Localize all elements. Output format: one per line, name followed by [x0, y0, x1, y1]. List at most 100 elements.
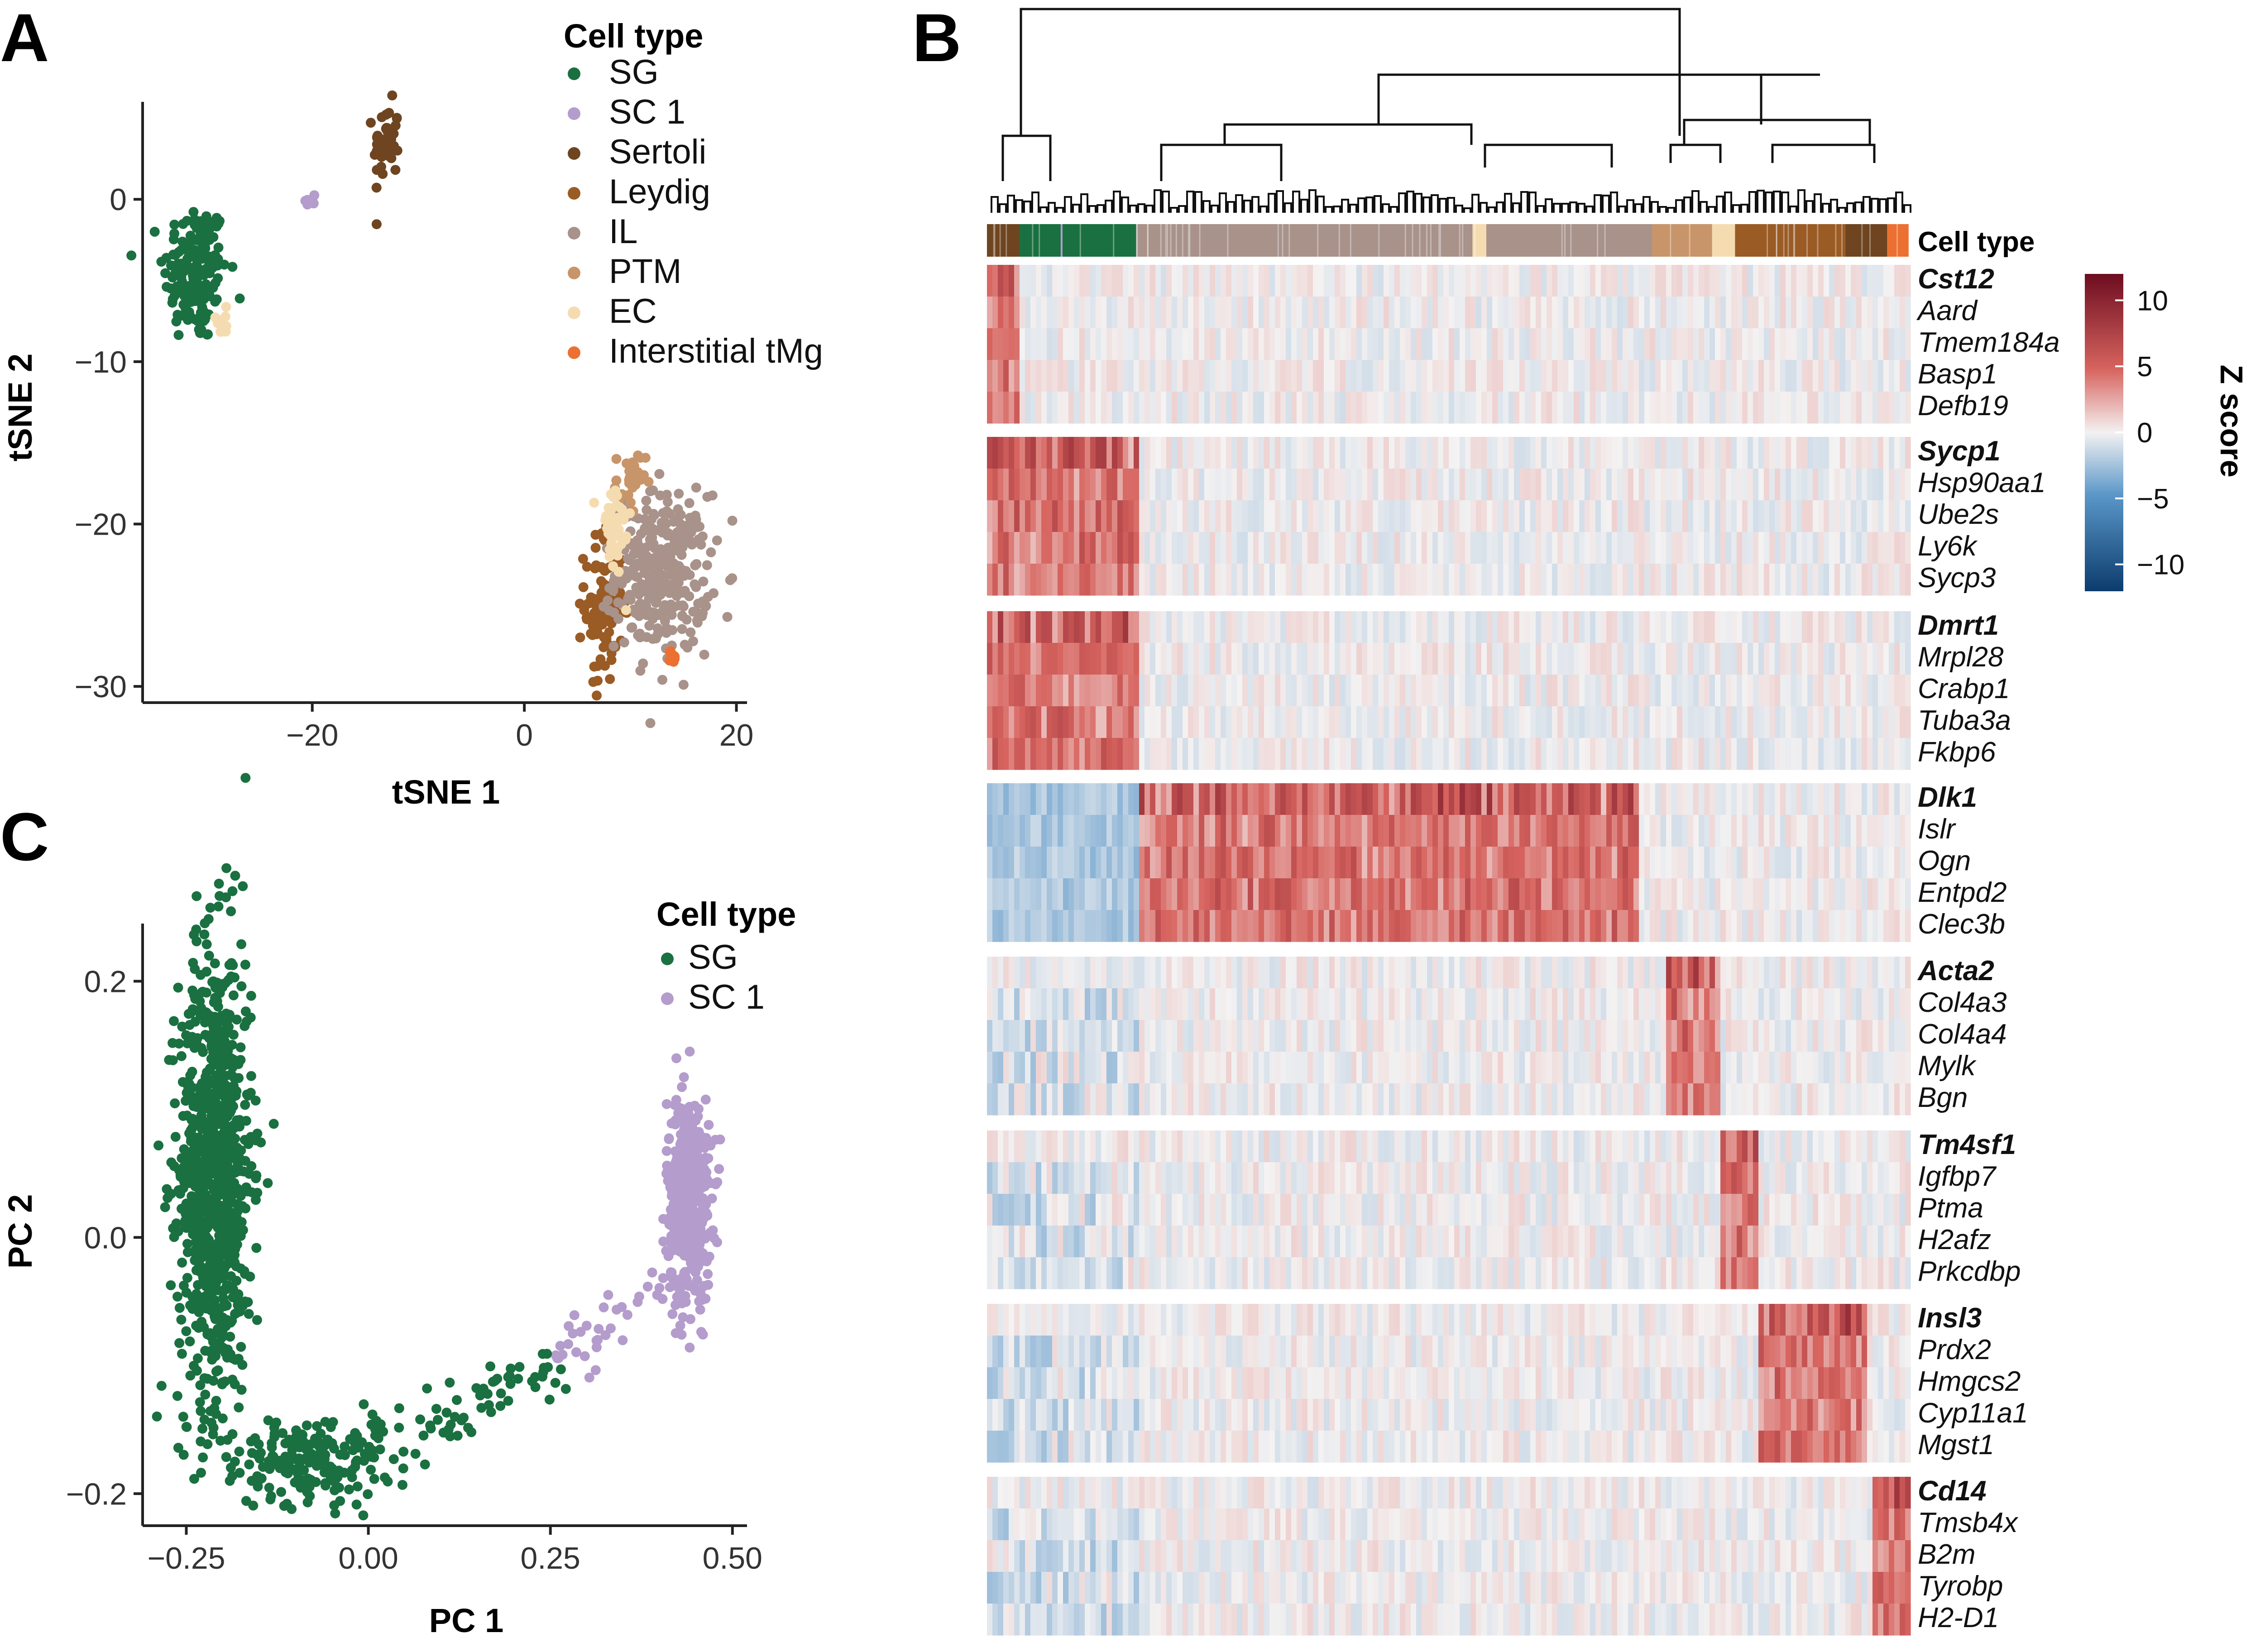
heatmap-cell — [1394, 738, 1400, 770]
heatmap-cell — [1780, 847, 1786, 879]
heatmap-cell — [1329, 265, 1335, 297]
heatmap-cell — [1389, 1052, 1395, 1084]
dendrogram-leaf — [1569, 201, 1577, 213]
heatmap-cell — [1742, 738, 1748, 770]
heatmap-cell — [1824, 815, 1829, 847]
heatmap-cell — [1764, 392, 1770, 424]
heatmap-cell — [1427, 564, 1433, 596]
dendrogram-leaf — [1895, 192, 1903, 213]
dendrogram-leaf — [1496, 201, 1504, 213]
heatmap-cell — [1731, 265, 1737, 297]
heatmap-cell — [1492, 437, 1498, 469]
heatmap-cell — [1394, 564, 1400, 596]
heatmap-cell — [1134, 878, 1140, 910]
heatmap-cell — [1416, 878, 1422, 910]
heatmap-cell — [1791, 469, 1797, 501]
heatmap-cell — [1030, 564, 1036, 596]
heatmap-cell — [1422, 1020, 1427, 1052]
heatmap-cell — [1025, 675, 1031, 707]
heatmap-cell — [1590, 1020, 1596, 1052]
heatmap-cell — [1590, 265, 1596, 297]
heatmap-cell — [1183, 328, 1188, 360]
heatmap-cell — [1872, 910, 1878, 942]
heatmap-cell — [1612, 328, 1618, 360]
heatmap-cell — [1400, 500, 1406, 532]
heatmap-cell — [1704, 847, 1710, 879]
dendrogram-leaf — [1716, 196, 1724, 213]
heatmap-cell — [1867, 643, 1873, 675]
heatmap-cell — [1329, 988, 1335, 1020]
tsne-x-tick-label: 20 — [719, 718, 754, 752]
heatmap-cell — [1438, 564, 1444, 596]
heatmap-cell — [1373, 611, 1379, 643]
heatmap-cell — [1009, 1052, 1015, 1084]
heatmap-cell — [1878, 643, 1884, 675]
dendrogram-branch — [1377, 73, 1762, 124]
heatmap-cell — [1824, 564, 1829, 596]
heatmap-cell — [1862, 611, 1868, 643]
heatmap-cell — [1302, 878, 1308, 910]
heatmap-cell — [1003, 675, 1009, 707]
heatmap-cell — [1530, 910, 1536, 942]
heatmap-cell — [1894, 847, 1900, 879]
heatmap-cell — [1856, 738, 1862, 770]
tsne-point — [628, 549, 639, 560]
annotation-stripe — [1861, 224, 1863, 257]
heatmap-cell — [1498, 265, 1504, 297]
heatmap-cell — [1883, 910, 1889, 942]
heatmap-cell — [1541, 500, 1547, 532]
heatmap-cell — [1476, 878, 1482, 910]
heatmap-cell — [1068, 783, 1074, 815]
heatmap-cell — [1720, 392, 1726, 424]
heatmap-cell — [1715, 988, 1721, 1020]
heatmap-cell — [1362, 328, 1368, 360]
heatmap-cell — [1802, 564, 1808, 596]
heatmap-cell — [1009, 738, 1015, 770]
heatmap-cell — [1183, 847, 1188, 879]
heatmap-cell — [1617, 878, 1623, 910]
heatmap-cell — [1259, 783, 1264, 815]
heatmap-cell — [1123, 297, 1129, 329]
heatmap-cell — [1769, 783, 1775, 815]
heatmap-cell — [1465, 532, 1471, 564]
heatmap-cell — [1601, 437, 1607, 469]
heatmap-cell — [1199, 392, 1205, 424]
heatmap-cell — [1438, 675, 1444, 707]
heatmap-cell — [1454, 392, 1460, 424]
heatmap-cell — [1286, 532, 1292, 564]
heatmap-cell — [1384, 611, 1389, 643]
heatmap-cell — [1498, 532, 1504, 564]
heatmap-cell — [1454, 643, 1460, 675]
heatmap-cell — [1487, 1020, 1493, 1052]
heatmap-cell — [1128, 532, 1134, 564]
heatmap-cell — [1807, 500, 1813, 532]
heatmap-cell — [1693, 437, 1699, 469]
heatmap-cell — [1753, 500, 1759, 532]
heatmap-cell — [1460, 1052, 1465, 1084]
heatmap-cell — [1378, 1020, 1384, 1052]
heatmap-cell — [1802, 1020, 1808, 1052]
heatmap-cell — [1242, 611, 1248, 643]
heatmap-cell — [1818, 392, 1824, 424]
heatmap-cell — [1878, 265, 1884, 297]
heatmap-cell — [1628, 611, 1634, 643]
heatmap-cell — [1644, 564, 1650, 596]
heatmap-cell — [1568, 783, 1574, 815]
heatmap-cell — [1335, 706, 1341, 738]
heatmap-cell — [1346, 815, 1351, 847]
heatmap-cell — [1101, 437, 1107, 469]
heatmap-cell — [1346, 564, 1351, 596]
heatmap-cell — [1101, 297, 1107, 329]
heatmap-cell — [1438, 392, 1444, 424]
heatmap-cell — [1894, 437, 1900, 469]
heatmap-cell — [1644, 878, 1650, 910]
heatmap-cell — [1487, 392, 1493, 424]
heatmap-cell — [1346, 847, 1351, 879]
heatmap-cell — [1720, 1020, 1726, 1052]
heatmap-cell — [1025, 360, 1031, 392]
heatmap-cell — [1845, 297, 1851, 329]
heatmap-cell — [1737, 783, 1743, 815]
heatmap-cell — [1813, 532, 1819, 564]
heatmap-cell — [1242, 910, 1248, 942]
heatmap-cell — [1585, 328, 1590, 360]
